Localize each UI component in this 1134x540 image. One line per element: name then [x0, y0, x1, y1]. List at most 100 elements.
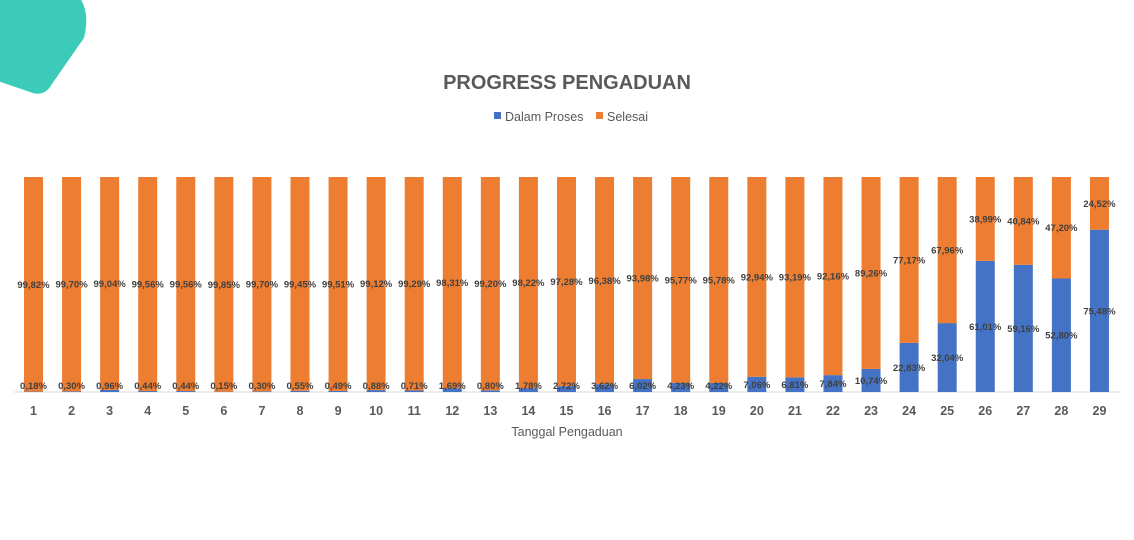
data-label-dalam-proses-10: 0,88%: [363, 381, 390, 392]
bar-selesai-24: [899, 177, 919, 343]
data-label-selesai-26: 38,99%: [969, 214, 1002, 225]
bar-selesai-16: [595, 177, 615, 385]
data-label-selesai-16: 96,38%: [588, 276, 621, 287]
data-label-selesai-7: 99,70%: [246, 280, 279, 291]
bar-dalam-proses-13: [480, 390, 500, 392]
bar-dalam-proses-2: [62, 391, 82, 393]
bar-selesai-22: [823, 177, 843, 376]
x-tick-labels-group: 1 2 3 4 5 6 7 8 9 10 11 12 13 14 15 16 17 18 19 20 21 22 23 24 2…: [30, 404, 1106, 418]
chart-legend: Dalam Proses Selesai: [494, 110, 648, 124]
data-labels-group: 0,18% 99,82% 0,30% 99,70% 0,96% 99,04% 0,44% 99…: [17, 199, 1116, 392]
bar-selesai-15: [556, 177, 576, 387]
x-tick-label-24: 24: [902, 404, 916, 418]
bar-selesai-29: [1089, 177, 1109, 230]
bar-dalam-proses-16: [595, 384, 615, 392]
bars-group: [24, 177, 1109, 393]
data-label-dalam-proses-25: 32,04%: [931, 353, 964, 364]
legend-swatch-selesai: [596, 112, 603, 119]
x-tick-label-16: 16: [598, 404, 612, 418]
bar-selesai-28: [1051, 177, 1071, 279]
x-tick-label-22: 22: [826, 404, 840, 418]
x-tick-label-10: 10: [369, 404, 383, 418]
bar-selesai-3: [100, 177, 120, 390]
x-tick-label-5: 5: [182, 404, 189, 418]
chart-title: PROGRESS PENGADUAN: [443, 72, 691, 94]
data-label-dalam-proses-9: 0,49%: [325, 381, 352, 392]
data-label-selesai-24: 77,17%: [893, 255, 926, 266]
data-label-selesai-5: 99,56%: [170, 280, 203, 291]
decorative-corner-shape: [0, 0, 87, 94]
bar-selesai-20: [747, 177, 767, 377]
data-label-dalam-proses-2: 0,30%: [58, 381, 85, 392]
bar-dalam-proses-5: [176, 391, 196, 392]
x-tick-label-25: 25: [940, 404, 954, 418]
bar-dalam-proses-25: [937, 323, 957, 392]
bar-dalam-proses-27: [1013, 264, 1033, 392]
bar-selesai-26: [975, 177, 995, 261]
data-label-dalam-proses-12: 1,69%: [439, 381, 466, 392]
x-tick-label-29: 29: [1093, 404, 1107, 418]
bar-dalam-proses-24: [899, 342, 919, 392]
data-label-selesai-8: 99,45%: [284, 279, 317, 290]
bar-dalam-proses-10: [366, 390, 386, 392]
data-label-selesai-21: 93,19%: [779, 273, 812, 284]
data-label-dalam-proses-13: 0,80%: [477, 381, 504, 392]
x-tick-label-7: 7: [258, 404, 265, 418]
data-label-selesai-6: 99,85%: [208, 280, 241, 291]
x-tick-label-9: 9: [335, 404, 342, 418]
data-label-dalam-proses-24: 22,83%: [893, 363, 926, 374]
data-label-selesai-14: 98,22%: [512, 278, 545, 289]
bar-selesai-7: [252, 177, 272, 392]
data-label-dalam-proses-1: 0,18%: [20, 381, 47, 392]
bar-dalam-proses-9: [328, 390, 348, 392]
x-tick-label-27: 27: [1016, 404, 1030, 418]
x-tick-label-2: 2: [68, 404, 75, 418]
bar-selesai-6: [214, 177, 234, 392]
x-tick-label-19: 19: [712, 404, 726, 418]
bar-selesai-5: [176, 177, 196, 392]
data-label-dalam-proses-21: 6,81%: [781, 380, 808, 391]
data-label-dalam-proses-6: 0,15%: [210, 381, 237, 392]
data-label-dalam-proses-4: 0,44%: [134, 381, 161, 392]
bar-selesai-23: [861, 177, 881, 369]
x-tick-label-18: 18: [674, 404, 688, 418]
x-tick-label-17: 17: [636, 404, 650, 418]
x-tick-label-15: 15: [560, 404, 574, 418]
data-label-dalam-proses-27: 59,16%: [1007, 324, 1040, 335]
bar-selesai-19: [709, 177, 729, 383]
x-tick-label-28: 28: [1054, 404, 1068, 418]
data-label-selesai-1: 99,82%: [17, 280, 50, 291]
data-label-selesai-22: 92,16%: [817, 272, 850, 283]
x-tick-label-1: 1: [30, 404, 37, 418]
data-label-dalam-proses-5: 0,44%: [172, 381, 199, 392]
data-label-dalam-proses-29: 75,48%: [1083, 306, 1116, 317]
x-tick-label-20: 20: [750, 404, 764, 418]
bar-dalam-proses-26: [975, 260, 995, 392]
bar-selesai-14: [518, 177, 538, 389]
bar-selesai-27: [1013, 177, 1033, 265]
bar-dalam-proses-7: [252, 391, 272, 393]
data-label-selesai-11: 99,29%: [398, 279, 431, 290]
bar-dalam-proses-22: [823, 375, 843, 392]
data-label-dalam-proses-19: 4,22%: [705, 381, 732, 392]
legend-swatch-dalam-proses: [494, 112, 501, 119]
x-tick-label-6: 6: [220, 404, 227, 418]
bar-dalam-proses-20: [747, 376, 767, 392]
bar-dalam-proses-21: [785, 377, 805, 392]
data-label-dalam-proses-22: 7,84%: [820, 379, 847, 390]
x-tick-label-13: 13: [483, 404, 497, 418]
x-tick-label-11: 11: [408, 404, 421, 418]
x-tick-label-8: 8: [297, 404, 304, 418]
data-label-dalam-proses-8: 0,55%: [287, 381, 314, 392]
bar-dalam-proses-14: [518, 388, 538, 392]
bar-selesai-10: [366, 177, 386, 391]
x-tick-label-26: 26: [978, 404, 992, 418]
bar-dalam-proses-19: [709, 382, 729, 392]
data-label-selesai-2: 99,70%: [55, 280, 88, 291]
data-label-selesai-13: 99,20%: [474, 279, 507, 290]
x-tick-label-23: 23: [864, 404, 878, 418]
bar-dalam-proses-4: [138, 391, 158, 392]
data-label-selesai-9: 99,51%: [322, 279, 355, 290]
bar-dalam-proses-8: [290, 390, 310, 392]
